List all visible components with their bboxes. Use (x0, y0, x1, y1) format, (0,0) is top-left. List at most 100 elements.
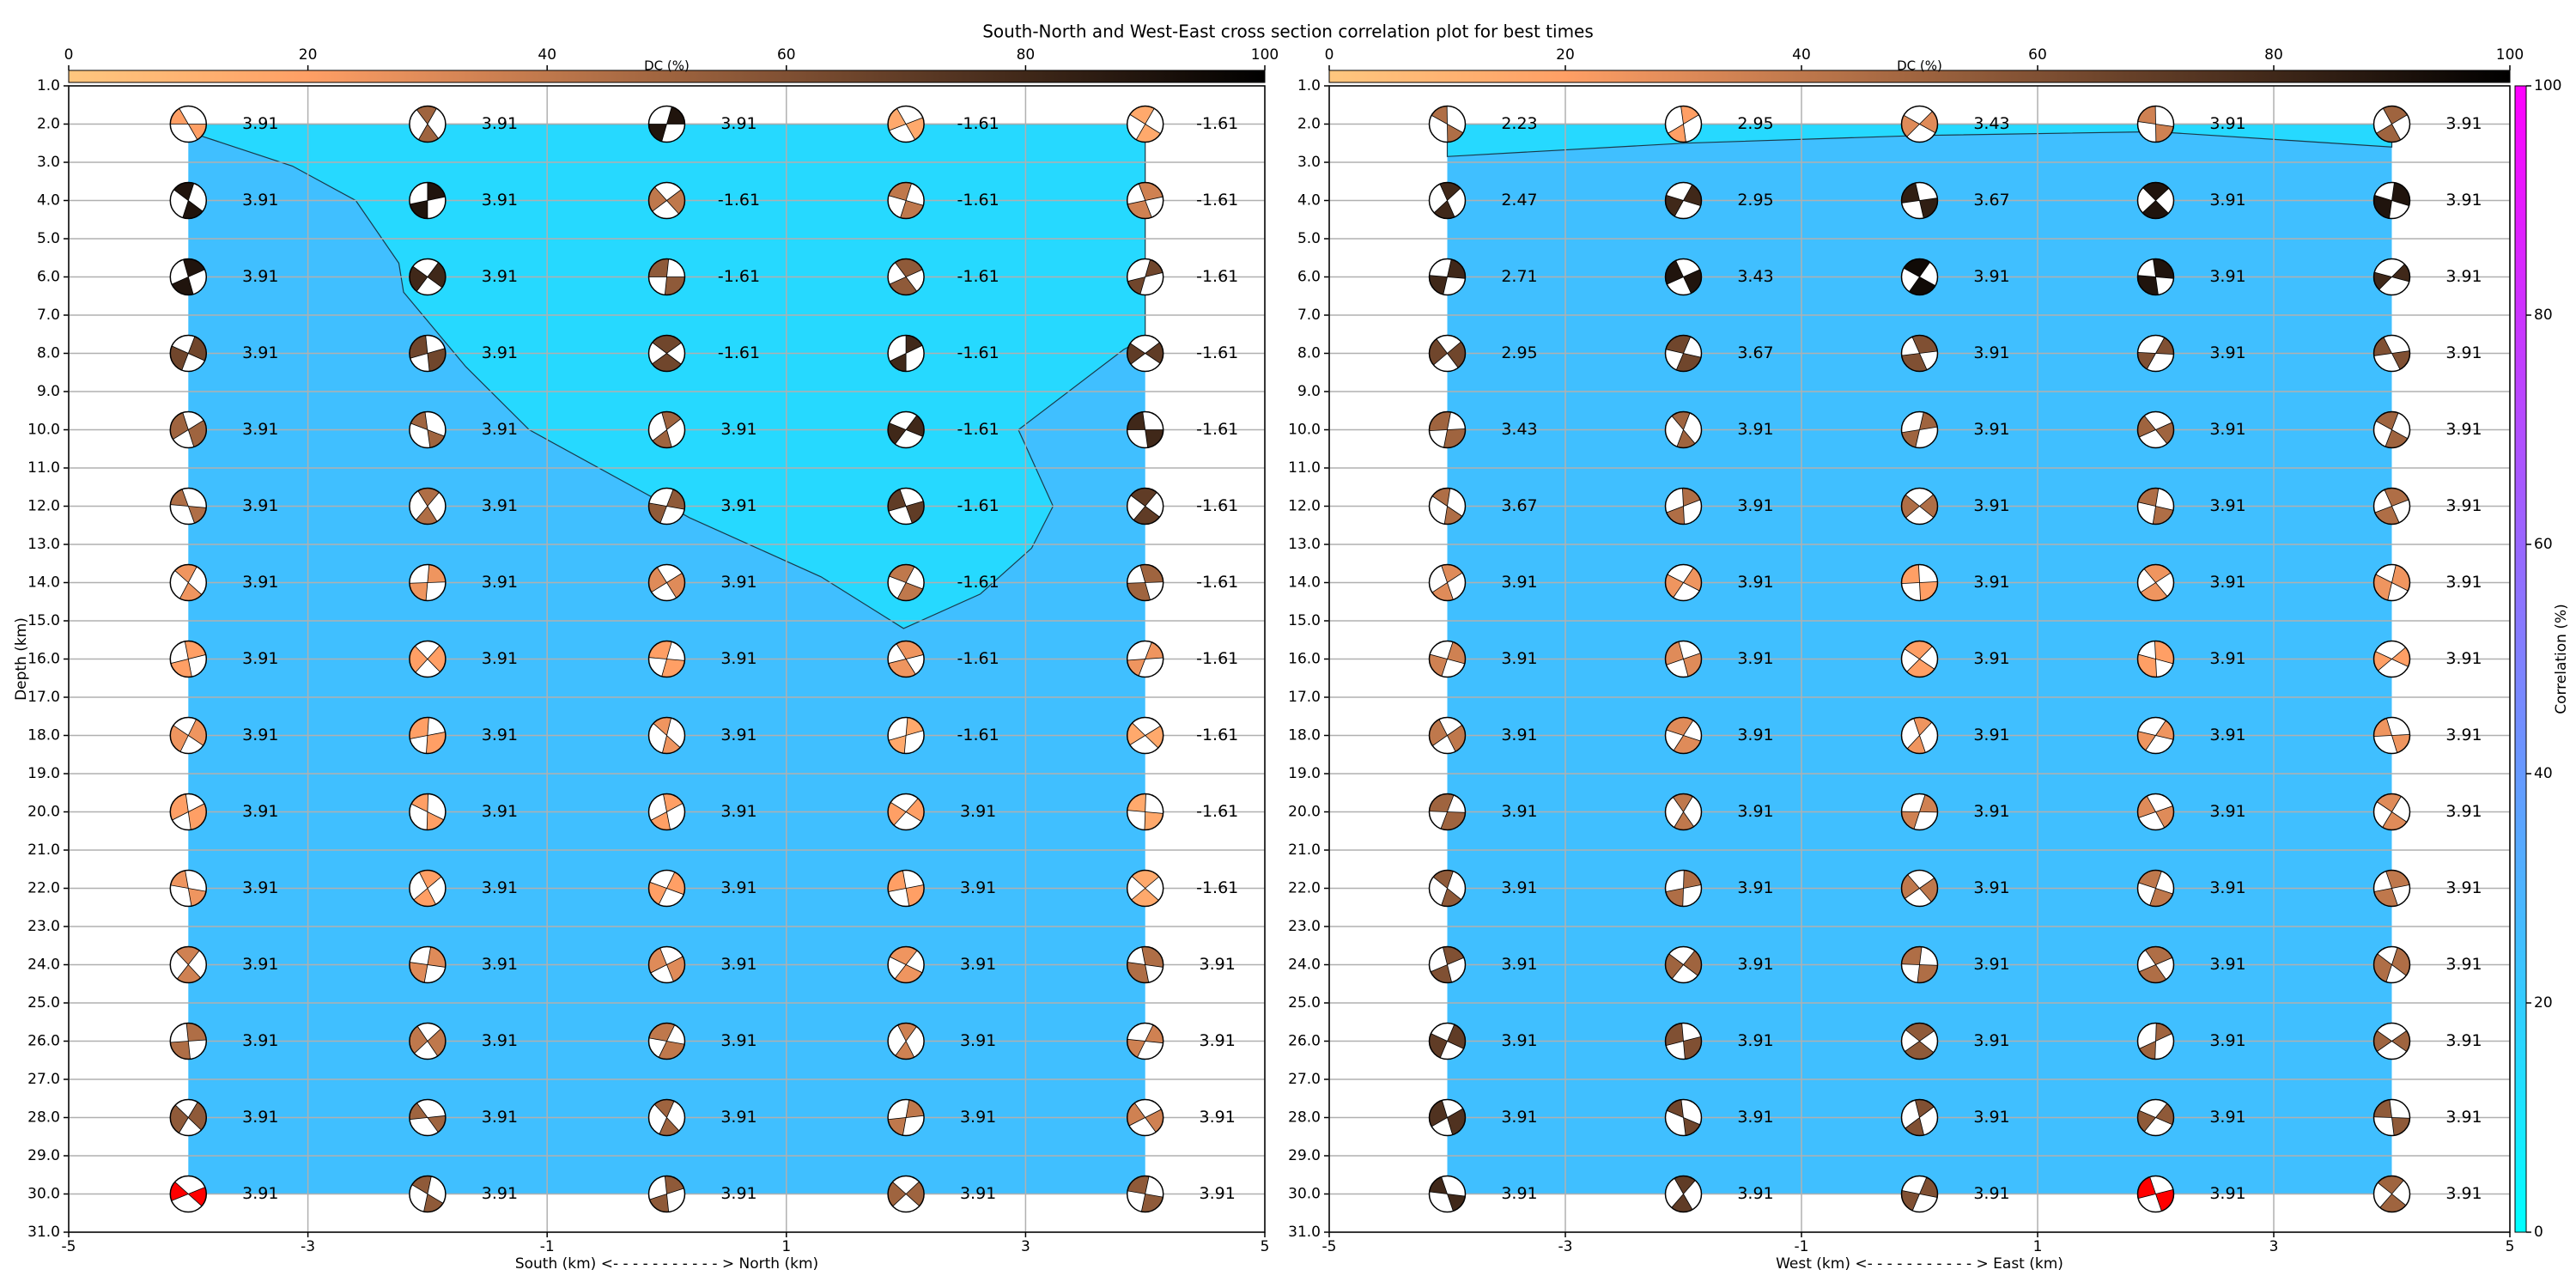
dc-colorbar-tick-label: 100 (1251, 46, 1279, 64)
beachball (2136, 410, 2175, 449)
value-label: 3.91 (482, 649, 518, 668)
beachball-outline (647, 640, 686, 678)
value-label: 3.91 (1973, 420, 2009, 439)
beachball-outline (169, 258, 208, 296)
y-tick-label: 12.0 (1288, 498, 1321, 515)
beachball (1428, 945, 1467, 984)
value-label: 3.91 (242, 726, 278, 744)
beachball-outline (647, 410, 686, 449)
beachball-outline (1428, 793, 1467, 831)
beachball (647, 869, 686, 908)
beachball-outline (1126, 563, 1164, 602)
beachball (1664, 640, 1703, 678)
beachball (1126, 793, 1164, 831)
beachball-quadrant (1429, 411, 1451, 432)
beachball-outline (1664, 410, 1703, 449)
value-label: 3.91 (1501, 1108, 1537, 1127)
y-tick-label: 12.0 (27, 498, 60, 515)
value-label: 3.91 (2445, 114, 2482, 133)
value-label: 3.91 (1737, 802, 1773, 821)
beachball-outline (169, 1175, 208, 1213)
beachball-outline (1428, 258, 1467, 296)
value-label: 3.91 (2209, 114, 2245, 133)
value-label: 3.91 (2209, 726, 2245, 744)
value-label: 3.91 (1501, 955, 1537, 974)
value-label: 3.91 (1737, 1184, 1773, 1203)
value-label: 3.91 (1973, 1108, 2009, 1127)
beachball-outline (887, 181, 925, 220)
beachball (887, 869, 925, 908)
value-label: 2.95 (1737, 114, 1773, 133)
beachball (169, 640, 208, 678)
beachball (1126, 563, 1164, 602)
beachball-outline (2136, 869, 2175, 908)
value-label: -1.61 (1196, 114, 1238, 133)
dc-colorbar-tick-label: 100 (2496, 46, 2524, 64)
y-tick-label: 23.0 (1288, 918, 1321, 935)
beachball (2136, 105, 2175, 143)
y-tick-label: 26.0 (27, 1033, 60, 1050)
y-tick-label: 30.0 (1288, 1186, 1321, 1203)
y-tick-label: 24.0 (27, 957, 60, 974)
beachball (887, 334, 925, 373)
beachball-outline (409, 258, 447, 296)
beachball (1664, 793, 1703, 831)
correlation-colorbar-label: Correlation (%) (2553, 604, 2570, 714)
beachball-outline (2372, 487, 2411, 526)
beachball-outline (1126, 640, 1164, 678)
value-label: 3.91 (1973, 878, 2009, 897)
value-label: 3.91 (1737, 649, 1773, 668)
beachball (169, 1175, 208, 1213)
value-label: -1.61 (957, 267, 999, 286)
value-label: -1.61 (1196, 573, 1238, 592)
beachball (2136, 563, 2175, 602)
beachball-outline (1664, 258, 1703, 296)
beachball (647, 945, 686, 984)
beachball-outline (1900, 410, 1939, 449)
value-label: 3.91 (1737, 878, 1773, 897)
correlation-colorbar-tick-label: 60 (2534, 536, 2553, 553)
beachball (647, 1098, 686, 1137)
value-label: 3.91 (2445, 343, 2482, 362)
beachball (887, 410, 925, 449)
value-label: 3.91 (482, 878, 518, 897)
axes-frame (68, 85, 1266, 1233)
value-label: 3.43 (1737, 267, 1773, 286)
beachball-outline (1900, 334, 1939, 373)
y-tick-label: 4.0 (1297, 192, 1321, 210)
beachball-outline (2136, 793, 2175, 831)
value-label: 3.91 (242, 955, 278, 974)
x-tick-label: -3 (1558, 1238, 1573, 1255)
beachball-outline (647, 1098, 686, 1137)
beachball-outline (2136, 258, 2175, 296)
value-label: 3.91 (2209, 420, 2245, 439)
beachball (409, 410, 447, 449)
value-label: 3.91 (720, 726, 756, 744)
correlation-colorbar-tick-label: 80 (2534, 307, 2553, 324)
beachball (1428, 410, 1467, 449)
value-label: 3.91 (2209, 343, 2245, 362)
dc-colorbar-tick-label: 20 (1556, 46, 1575, 64)
y-tick-label: 17.0 (1288, 689, 1321, 706)
y-tick-label: 9.0 (37, 383, 60, 400)
beachball-outline (1126, 258, 1164, 296)
beachball-outline (1664, 563, 1703, 602)
beachball-outline (1664, 1022, 1703, 1060)
dc-colorbar-label: DC (%) (1897, 58, 1942, 74)
value-label: -1.61 (718, 191, 760, 210)
value-label: 3.91 (2209, 573, 2245, 592)
beachball-outline (2372, 181, 2411, 220)
value-label: 3.91 (2209, 267, 2245, 286)
beachball (647, 181, 686, 220)
beachball (409, 793, 447, 831)
beachball (1428, 869, 1467, 908)
value-label: -1.61 (957, 114, 999, 133)
beachball (2136, 334, 2175, 373)
dc-colorbar-tick-label: 60 (777, 46, 796, 64)
value-label: 3.91 (2209, 802, 2245, 821)
beachball (169, 563, 208, 602)
value-label: -1.61 (1196, 267, 1238, 286)
beachball-outline (2372, 945, 2411, 984)
value-label: 3.91 (720, 573, 756, 592)
beachball (1428, 1022, 1467, 1060)
